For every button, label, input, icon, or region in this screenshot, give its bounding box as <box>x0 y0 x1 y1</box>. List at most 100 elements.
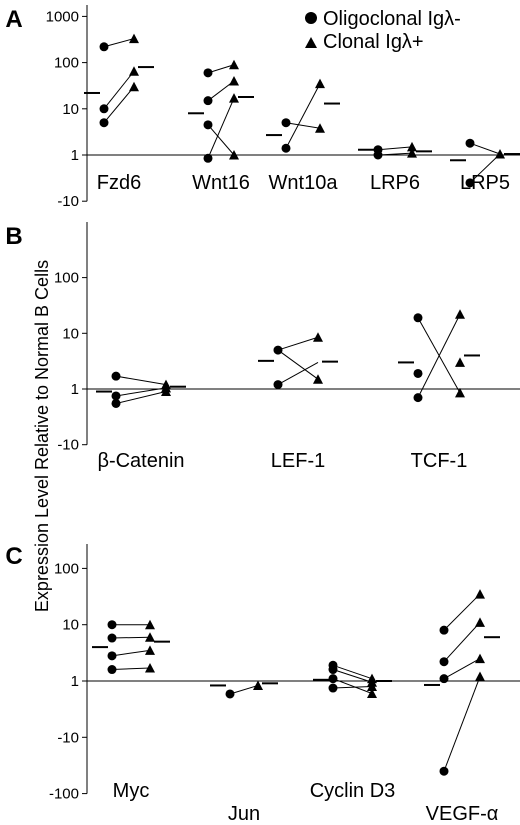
pair-line <box>111 636 151 639</box>
point-oligoclonal <box>107 665 117 675</box>
point-clonal <box>367 681 377 691</box>
point-clonal <box>455 387 465 398</box>
point-clonal <box>475 653 485 664</box>
category-label: Jun <box>228 803 260 825</box>
category-3: LRP6 <box>358 141 432 194</box>
y-tick-label: 10 <box>62 325 79 342</box>
point-clonal <box>229 93 239 103</box>
pair-line <box>103 70 135 110</box>
point-oligoclonal <box>107 620 117 630</box>
point-oligoclonal <box>439 625 449 635</box>
point-oligoclonal <box>465 178 475 188</box>
y-tick-label: 100 <box>54 270 79 287</box>
pair-line <box>443 593 481 631</box>
panel-letter: C <box>5 543 22 570</box>
pair-line <box>377 146 413 151</box>
pair-line <box>469 153 501 184</box>
point-oligoclonal <box>203 120 213 130</box>
point-oligoclonal <box>225 689 235 699</box>
category-label: Wnt10a <box>269 172 339 194</box>
panel-letter: A <box>5 6 22 33</box>
y-tick-label: 100 <box>54 55 79 72</box>
pair-line <box>443 622 481 663</box>
point-oligoclonal <box>107 633 117 643</box>
category-0: Fzd6 <box>84 33 154 194</box>
point-oligoclonal <box>328 665 338 675</box>
legend: Oligoclonal Igλ- Clonal Igλ+ <box>305 8 461 53</box>
point-clonal <box>475 671 485 682</box>
point-clonal <box>129 33 139 44</box>
y-tick-label: 10 <box>62 617 79 634</box>
legend-circle-marker <box>305 12 317 24</box>
category-label: TCF-1 <box>411 450 468 472</box>
pair-line <box>115 387 167 397</box>
pair-line <box>469 142 501 155</box>
panel-c: C 100 10 1 -10 -100 Myc Jun Cyclin D3 VEGF-α <box>5 543 520 825</box>
point-clonal <box>495 149 505 159</box>
pair-line <box>229 684 259 695</box>
point-oligoclonal <box>413 393 423 403</box>
point-clonal <box>229 150 239 160</box>
point-oligoclonal <box>439 674 449 684</box>
legend-label-oligoclonal: Oligoclonal Igλ- <box>323 8 461 30</box>
point-oligoclonal <box>99 118 109 128</box>
category-3: VEGF-α <box>424 589 500 825</box>
pair-line <box>277 361 319 386</box>
pair-line <box>285 122 321 129</box>
category-2: TCF-1 <box>398 309 480 472</box>
pair-line <box>332 664 373 680</box>
category-label: LRP6 <box>370 172 420 194</box>
point-clonal <box>313 374 323 384</box>
y-tick-label: 1000 <box>46 8 79 25</box>
category-label: LRP5 <box>460 172 510 194</box>
category-label: Cyclin D3 <box>310 780 396 802</box>
point-oligoclonal <box>273 345 283 355</box>
point-oligoclonal <box>111 398 121 408</box>
point-oligoclonal <box>99 42 109 52</box>
category-2: Cyclin D3 <box>310 660 396 802</box>
y-tick-label: -10 <box>57 437 79 454</box>
panel-a: A 1000 100 10 1 -10 Fzd6 Wnt16 Wnt10a LRP6 LRP5 <box>5 5 520 210</box>
point-clonal <box>455 357 465 367</box>
category-label: VEGF-α <box>426 803 499 825</box>
pair-line <box>417 314 461 398</box>
point-clonal <box>129 66 139 76</box>
point-clonal <box>229 59 239 70</box>
point-clonal <box>475 589 485 599</box>
point-oligoclonal <box>281 143 291 153</box>
point-oligoclonal <box>111 371 121 381</box>
point-clonal <box>315 78 325 89</box>
point-clonal <box>145 663 155 673</box>
pair-line <box>115 391 167 404</box>
panel-b: B 100 10 1 -10 β-Catenin LEF-1 TCF-1 <box>5 222 520 472</box>
point-oligoclonal <box>328 674 338 684</box>
y-tick-label: -10 <box>57 729 79 746</box>
point-oligoclonal <box>328 683 338 693</box>
point-clonal <box>367 688 377 698</box>
pair-line <box>332 685 373 689</box>
point-oligoclonal <box>107 651 117 661</box>
category-0: β-Catenin <box>96 371 186 472</box>
category-1: Wnt16 <box>188 59 254 194</box>
point-clonal <box>313 332 323 342</box>
pair-line <box>103 38 135 48</box>
pair-line <box>207 124 235 156</box>
pair-line <box>111 649 151 657</box>
category-label: Wnt16 <box>192 172 250 194</box>
category-1: Jun <box>210 680 278 825</box>
point-oligoclonal <box>439 766 449 776</box>
category-2: Wnt10a <box>266 78 340 194</box>
point-oligoclonal <box>111 391 121 401</box>
point-oligoclonal <box>439 657 449 667</box>
point-oligoclonal <box>273 380 283 390</box>
point-oligoclonal <box>281 118 291 128</box>
category-4: LRP5 <box>450 138 520 194</box>
pair-line <box>115 375 167 386</box>
category-0: Myc <box>92 619 170 802</box>
point-oligoclonal <box>203 96 213 106</box>
y-tick-label: 1 <box>71 381 79 398</box>
point-oligoclonal <box>413 313 423 323</box>
point-clonal <box>455 309 465 319</box>
category-label: β-Catenin <box>97 450 184 472</box>
